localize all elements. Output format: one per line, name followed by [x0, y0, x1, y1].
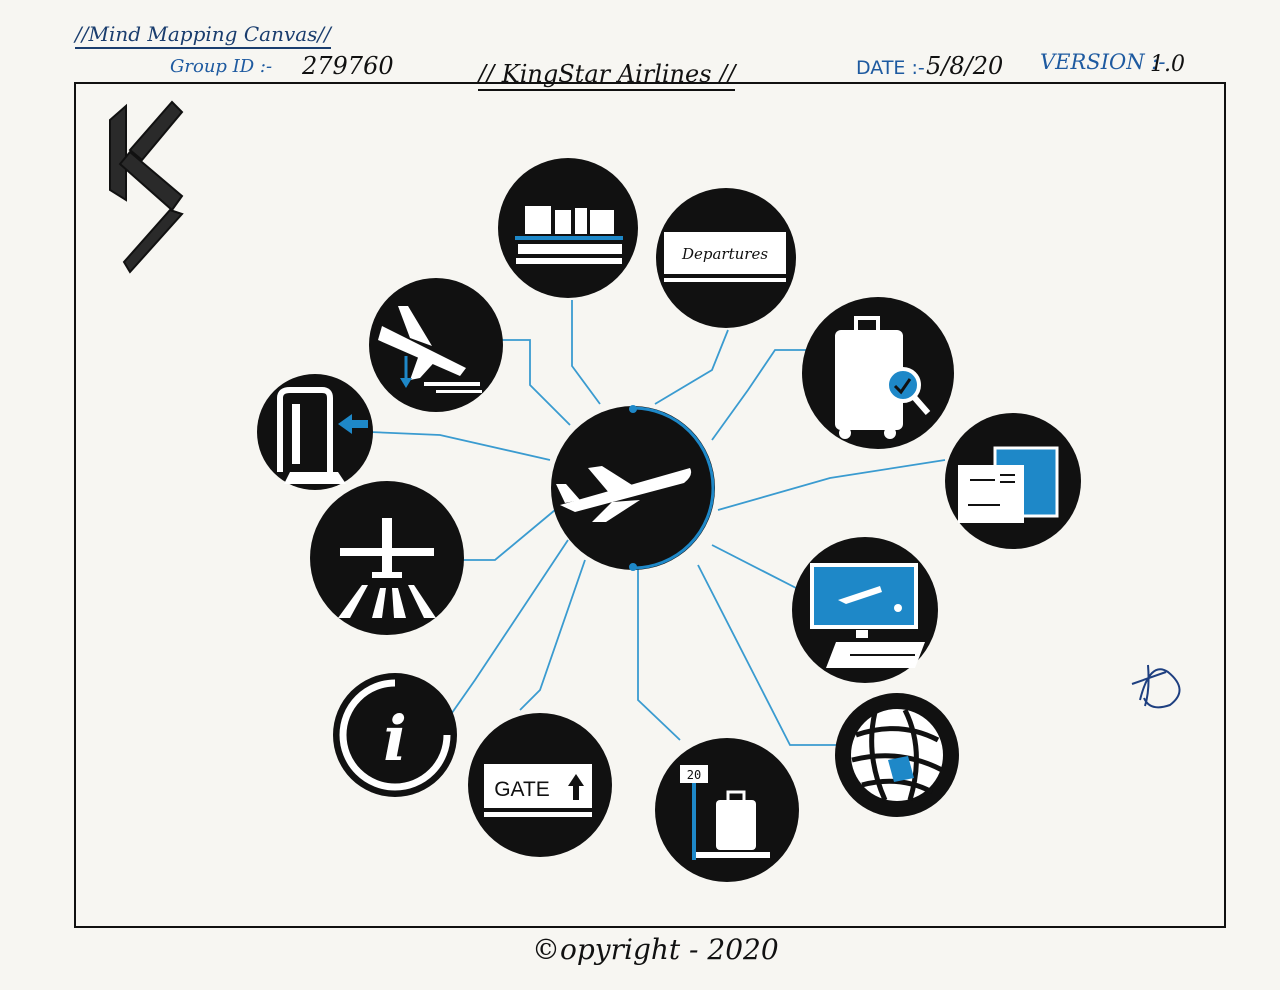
security-scanner-icon	[277, 387, 368, 484]
node-luggage	[802, 297, 954, 449]
information-icon: i	[339, 679, 451, 791]
connector-line	[697, 564, 838, 746]
copyright-text: ©opyright - 2020	[532, 933, 779, 966]
departures-board-icon: Departures	[664, 232, 786, 282]
node-gate: GATE	[468, 713, 612, 857]
ks-logo-icon	[109, 100, 184, 274]
node-landing	[369, 278, 503, 412]
connector-line	[717, 459, 946, 511]
luggage-inspection-icon	[835, 316, 931, 439]
departures-label: Departures	[681, 245, 768, 263]
date-label: DATE :-	[856, 57, 925, 79]
group-id-value: 279760	[302, 52, 394, 80]
airplane-icon	[556, 466, 692, 522]
boarding-pass-icon	[958, 446, 1059, 523]
signature-icon	[1131, 664, 1181, 709]
baggage-conveyor-icon	[515, 206, 623, 264]
connector-line	[711, 349, 810, 441]
node-scale: 20	[655, 738, 799, 882]
node-security	[257, 374, 373, 490]
connector-line	[711, 544, 801, 591]
node-baggage	[498, 158, 638, 298]
node-info: i	[333, 673, 457, 797]
globe-icon	[851, 708, 944, 802]
info-label: i	[383, 702, 407, 775]
gate-label: GATE	[494, 778, 550, 801]
node-departures: Departures	[656, 188, 796, 328]
connector-line	[571, 300, 601, 405]
canvas-title: //Mind Mapping Canvas//	[75, 22, 331, 49]
baggage-scale-icon: 20	[680, 765, 770, 860]
group-id-label: Group ID :-	[170, 56, 273, 77]
runway-takeoff-icon	[338, 518, 436, 618]
connector-line	[500, 339, 571, 426]
date-value: 5/8/20	[926, 52, 1004, 80]
node-runway	[310, 481, 464, 635]
gate-sign-icon: GATE	[484, 764, 592, 817]
scale-reading: 20	[687, 768, 701, 782]
node-monitor	[792, 537, 938, 683]
canvas-frame	[74, 82, 1226, 928]
plane-landing-icon	[378, 306, 482, 393]
center-node	[551, 405, 715, 571]
connector-line	[369, 431, 551, 461]
connector-line	[519, 559, 586, 711]
node-boarding-pass	[945, 413, 1081, 549]
version-label: VERSION :-	[1040, 50, 1166, 74]
connector-line	[460, 509, 556, 561]
node-globe	[835, 693, 959, 817]
version-value: 1.0	[1150, 52, 1185, 77]
flight-monitor-icon	[810, 563, 925, 668]
connector-line	[654, 329, 729, 405]
connector-line	[637, 568, 681, 741]
